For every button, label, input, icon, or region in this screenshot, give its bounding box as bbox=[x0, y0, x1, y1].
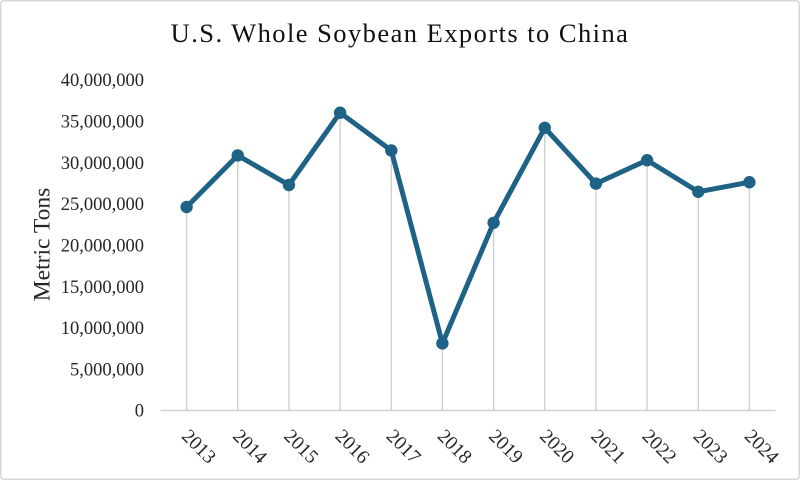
svg-text:10,000,000: 10,000,000 bbox=[61, 319, 144, 339]
svg-text:Metric Tons: Metric Tons bbox=[30, 188, 56, 301]
svg-text:5,000,000: 5,000,000 bbox=[70, 360, 144, 380]
svg-text:0: 0 bbox=[135, 402, 144, 422]
svg-text:U.S. Whole Soybean Exports to: U.S. Whole Soybean Exports to China bbox=[171, 18, 630, 48]
svg-text:25,000,000: 25,000,000 bbox=[61, 195, 144, 215]
svg-text:35,000,000: 35,000,000 bbox=[61, 113, 144, 133]
svg-text:15,000,000: 15,000,000 bbox=[61, 278, 144, 298]
svg-text:30,000,000: 30,000,000 bbox=[61, 154, 144, 174]
svg-text:40,000,000: 40,000,000 bbox=[61, 71, 144, 91]
svg-text:20,000,000: 20,000,000 bbox=[61, 236, 144, 256]
